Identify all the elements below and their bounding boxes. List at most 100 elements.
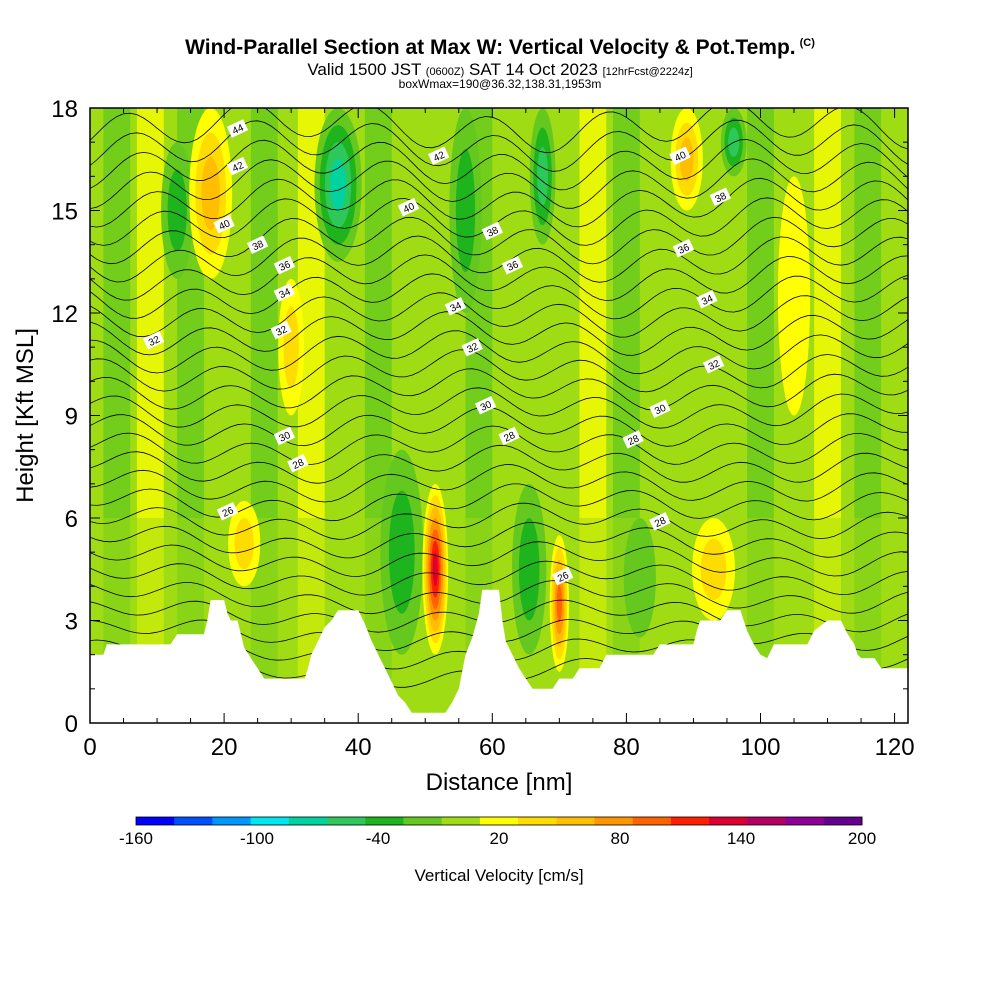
x-tick-label: 80: [613, 734, 640, 761]
chart-subtitle: Valid 1500 JST (0600Z) SAT 14 Oct 2023 […: [307, 60, 693, 79]
svg-text:28: 28: [291, 457, 306, 472]
colorbar-swatch: [632, 817, 672, 825]
updraft-cell: [234, 518, 254, 570]
svg-text:28: 28: [626, 433, 641, 448]
isentrope-label: 38: [481, 221, 503, 241]
colorbar-swatch: [670, 817, 710, 825]
isentrope-line: [90, 119, 908, 172]
isentrope-line: [90, 158, 908, 209]
x-tick-label: 0: [83, 734, 96, 761]
x-tick-label: 40: [345, 734, 372, 761]
updraft-cell: [283, 306, 299, 389]
svg-text:36: 36: [677, 242, 692, 257]
colorbar-tick-label: -100: [240, 829, 274, 848]
isentrope-line: [90, 349, 908, 393]
svg-text:38: 38: [486, 225, 501, 240]
isentrope-line: [90, 425, 908, 465]
svg-text:32: 32: [147, 334, 162, 349]
isentrope-label: 32: [702, 355, 725, 374]
isentrope-line: [90, 235, 908, 283]
updraft-cell: [700, 538, 727, 600]
isentrope-label: 30: [649, 399, 671, 418]
isentrope-line: [90, 311, 908, 356]
x-tick-label: 100: [740, 734, 780, 761]
colorbar-swatch: [174, 817, 213, 825]
svg-text:40: 40: [402, 201, 417, 216]
chart-title: Wind-Parallel Section at Max W: Vertical…: [185, 36, 815, 59]
colorbar-swatch: [327, 817, 366, 825]
isentrope-line: [90, 560, 908, 596]
isentrope-line: [90, 197, 908, 246]
colorbar-swatch: [212, 817, 252, 825]
svg-text:34: 34: [449, 300, 464, 315]
isentrope-label: 34: [444, 296, 467, 316]
isentrope-line: [90, 502, 908, 540]
chart-subline: boxWmax=190@36.32,138.31,1953m: [398, 77, 602, 91]
downdraft-cell: [518, 518, 540, 621]
y-tick-label: 12: [51, 301, 78, 328]
colorbar-tick-label: 80: [611, 829, 630, 848]
isentrope-label: 34: [273, 283, 296, 302]
isentrope-line: [90, 330, 908, 375]
svg-text:32: 32: [707, 358, 722, 373]
x-tick-label: 60: [479, 734, 506, 761]
isentrope-label: 42: [428, 146, 450, 166]
svg-text:30: 30: [479, 399, 494, 414]
isentrope-line: [90, 108, 908, 154]
isentrope-line: [90, 387, 908, 429]
svg-text:40: 40: [673, 150, 688, 165]
x-tick-label: 120: [875, 734, 915, 761]
colorbar-swatch: [136, 817, 175, 825]
isentrope-label: 42: [226, 156, 249, 176]
isentrope-label: 30: [474, 395, 497, 415]
isentrope-label: 36: [672, 238, 695, 258]
isentrope-label: 30: [273, 426, 296, 446]
updraft-cell: [432, 552, 438, 587]
svg-text:26: 26: [556, 570, 571, 585]
colorbar-tick-label: 20: [490, 829, 509, 848]
svg-text:42: 42: [231, 160, 246, 175]
colorbar-swatch: [785, 817, 825, 825]
colorbar-swatch: [594, 817, 634, 825]
isentrope-line: [90, 273, 908, 320]
svg-text:26: 26: [221, 505, 236, 520]
svg-text:28: 28: [502, 430, 517, 445]
isentropes: [90, 108, 908, 688]
colorbar-swatch: [441, 817, 481, 825]
downdraft-cell: [388, 490, 415, 614]
colorbar-tick-label: -160: [119, 829, 153, 848]
isentrope-label: 26: [552, 566, 574, 586]
isentrope-line: [90, 406, 908, 447]
y-tick-label: 6: [65, 506, 78, 533]
isentrope-line: [90, 541, 908, 577]
colorbar-swatch: [479, 817, 519, 825]
isentrope-line: [90, 254, 908, 302]
isentrope-line: [90, 464, 908, 503]
y-tick-label: 15: [51, 199, 78, 226]
svg-text:38: 38: [251, 239, 266, 254]
svg-text:30: 30: [278, 430, 293, 445]
colorbar-frame: [135, 816, 863, 826]
x-axis-label: Distance [nm]: [426, 769, 573, 796]
isentrope-line: [90, 139, 908, 191]
colorbar: -160 -100 -40 20 80 140 200 Vertical Velocity […: [119, 816, 876, 885]
y-tick-label: 3: [65, 609, 78, 636]
colorbar-swatch: [365, 817, 404, 825]
updraft-cell: [777, 176, 811, 416]
colorbar-swatch: [288, 817, 328, 825]
svg-text:34: 34: [278, 286, 293, 301]
svg-text:36: 36: [278, 259, 293, 274]
isentrope-line: [90, 216, 908, 265]
colorbar-swatch: [823, 817, 863, 825]
svg-text:34: 34: [700, 293, 715, 308]
y-tick-label: 18: [51, 96, 78, 123]
isentrope-label: 40: [397, 197, 420, 217]
isentrope-label: 32: [270, 320, 292, 340]
svg-text:36: 36: [506, 259, 521, 274]
svg-text:42: 42: [432, 150, 447, 165]
colorbar-swatch: [556, 817, 596, 825]
svg-text:40: 40: [217, 218, 232, 233]
isentrope-label: 28: [649, 512, 671, 531]
isentrope-label: 40: [669, 146, 691, 166]
svg-text:38: 38: [714, 191, 729, 206]
